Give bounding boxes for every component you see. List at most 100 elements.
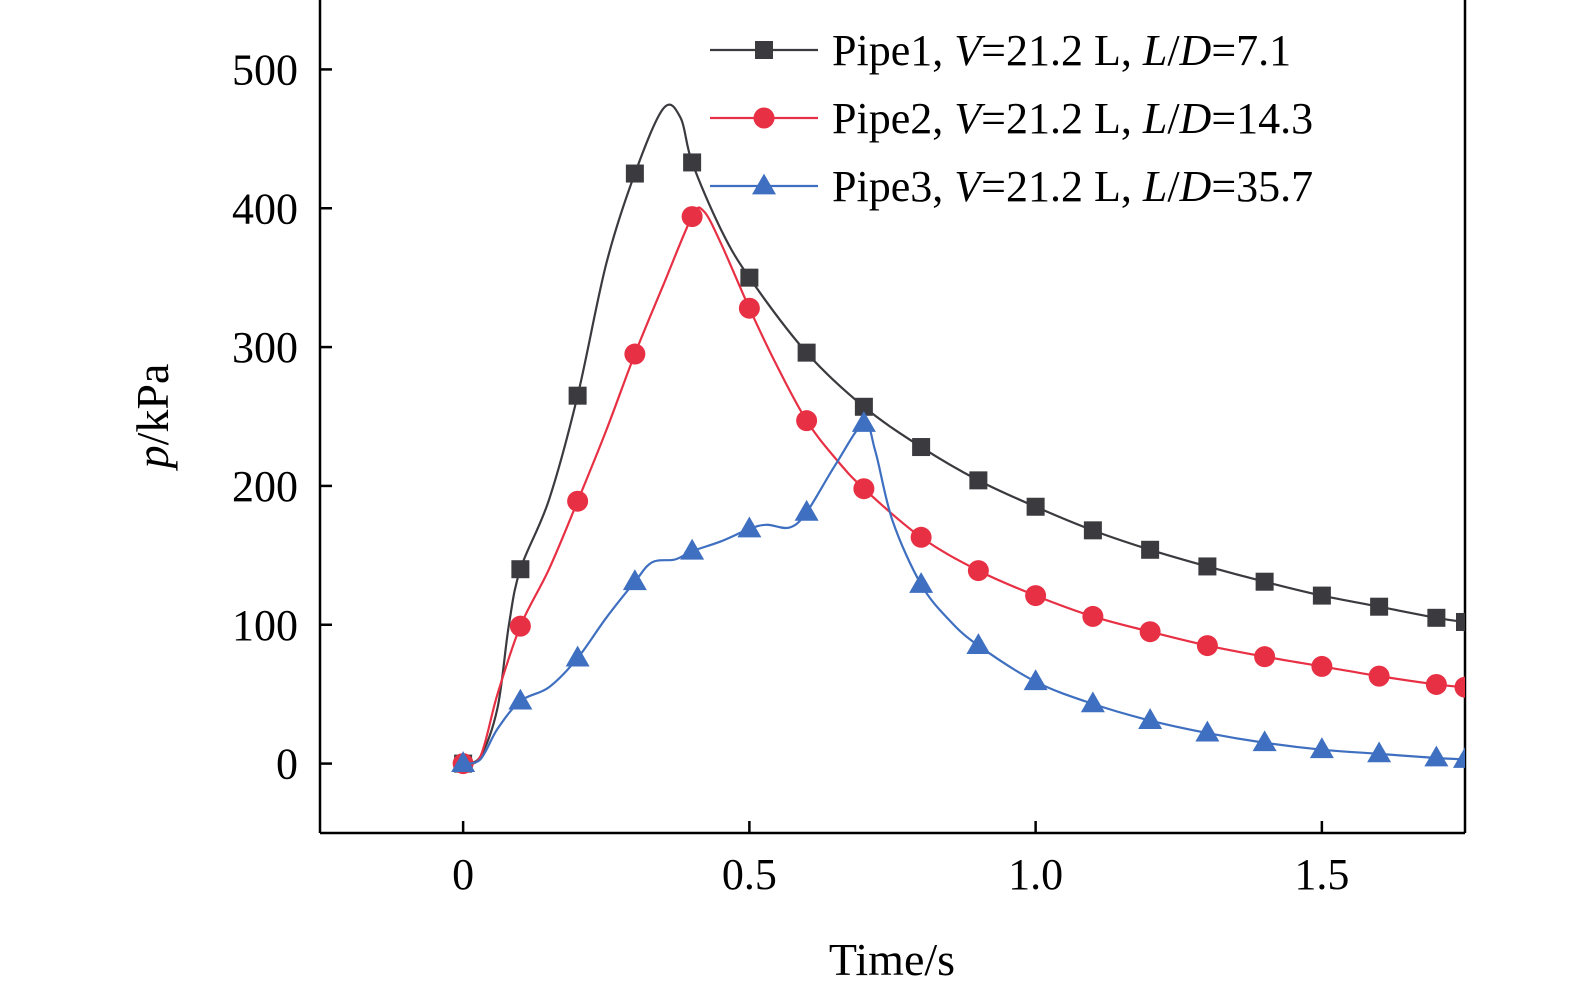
legend-label-part: / [1167, 162, 1180, 211]
data-point-pipe1 [1026, 497, 1045, 516]
data-point-pipe1 [912, 438, 931, 457]
legend-label-part: =7.1 [1211, 26, 1291, 75]
data-point-pipe2 [1311, 655, 1333, 677]
legend-label-part: Pipe2, [832, 94, 954, 143]
legend-label-part: D [1179, 162, 1212, 211]
x-axis-title: Time/s [829, 934, 955, 985]
legend-label-part: =14.3 [1211, 94, 1313, 143]
legend-label: Pipe1, V=21.2 L, L/D=7.1 [832, 26, 1291, 75]
data-point-pipe3 [794, 499, 819, 521]
x-tick-label: 1.5 [1294, 850, 1349, 899]
legend-label-part: L [1142, 26, 1167, 75]
legend-item-pipe1: Pipe1, V=21.2 L, L/D=7.1 [710, 26, 1291, 75]
data-point-pipe1 [854, 397, 873, 416]
data-point-pipe1 [1456, 612, 1465, 631]
legend-marker [753, 107, 775, 129]
series-layer [451, 103, 1465, 775]
x-tick-label: 0 [452, 850, 474, 899]
data-point-pipe1 [740, 268, 759, 287]
legend-item-pipe2: Pipe2, V=21.2 L, L/D=14.3 [710, 94, 1313, 143]
y-tick-label: 500 [232, 45, 298, 94]
legend-label-part: =21.2 L, [981, 94, 1143, 143]
data-point-pipe3 [851, 411, 876, 432]
data-point-pipe1 [969, 471, 988, 490]
y-axis-title-symbol: p [127, 445, 178, 471]
y-tick-label: 300 [232, 323, 298, 372]
data-point-pipe3 [966, 633, 991, 654]
data-point-pipe3 [909, 572, 934, 593]
data-point-pipe2 [681, 206, 703, 228]
data-point-pipe2 [1454, 676, 1465, 698]
y-ticks: 0 100 200 300 400 500 [232, 45, 332, 789]
data-point-pipe2 [1025, 585, 1047, 607]
data-point-pipe3 [622, 569, 647, 591]
data-point-pipe1 [1312, 586, 1331, 605]
legend-label-part: =21.2 L, [981, 162, 1143, 211]
legend-label-part: =35.7 [1211, 162, 1313, 211]
data-point-pipe3 [1080, 691, 1105, 713]
data-point-pipe3 [737, 516, 762, 538]
data-point-pipe3 [1367, 741, 1392, 763]
legend-label-part: L [1142, 94, 1167, 143]
data-point-pipe3 [1309, 737, 1334, 759]
data-point-pipe3 [680, 538, 705, 560]
y-tick-label: 100 [232, 601, 298, 650]
data-point-pipe3 [451, 751, 476, 772]
y-tick-label: 400 [232, 184, 298, 233]
data-point-pipe2 [738, 297, 760, 319]
data-point-pipe1 [1141, 540, 1160, 559]
legend-label: Pipe3, V=21.2 L, L/D=35.7 [832, 162, 1313, 211]
y-axis-title-unit: /kPa [127, 364, 178, 446]
data-point-pipe2 [796, 410, 818, 432]
legend-label-part: =21.2 L, [981, 26, 1143, 75]
data-point-pipe3 [565, 645, 590, 667]
series-pipe1 [454, 103, 1465, 773]
data-point-pipe3 [1453, 747, 1465, 768]
data-point-pipe1 [511, 560, 530, 579]
data-point-pipe3 [508, 688, 533, 710]
legend-label: Pipe2, V=21.2 L, L/D=14.3 [832, 94, 1313, 143]
legend-item-pipe3: Pipe3, V=21.2 L, L/D=35.7 [710, 162, 1313, 211]
series-pipe2 [452, 206, 1465, 775]
legend-label-part: D [1179, 94, 1212, 143]
data-point-pipe1 [797, 343, 816, 362]
data-point-pipe1 [1255, 572, 1274, 591]
legend-label-part: V [954, 26, 986, 75]
data-point-pipe1 [1198, 557, 1217, 576]
data-point-pipe1 [568, 386, 587, 405]
data-point-pipe2 [1254, 646, 1276, 668]
data-point-pipe3 [1252, 730, 1277, 752]
y-tick-label: 0 [276, 740, 298, 789]
data-point-pipe2 [1139, 621, 1161, 643]
series-line-pipe2 [462, 206, 1465, 766]
data-point-pipe2 [509, 615, 531, 637]
legend-label-part: D [1179, 26, 1212, 75]
legend-label-part: / [1167, 26, 1180, 75]
y-axis-title: p/kPa [127, 364, 178, 472]
data-point-pipe2 [1425, 673, 1447, 695]
legend-label-part: L [1142, 162, 1167, 211]
legend-marker [752, 173, 776, 195]
legend-label-part: Pipe3, [832, 162, 954, 211]
data-point-pipe3 [1023, 669, 1048, 691]
data-point-pipe1 [1427, 608, 1446, 627]
x-ticks: 0 0.5 1.0 1.5 [452, 821, 1349, 899]
data-point-pipe2 [910, 526, 932, 548]
data-point-pipe2 [853, 478, 875, 500]
data-point-pipe1 [625, 164, 644, 183]
data-point-pipe2 [1368, 665, 1390, 687]
data-point-pipe2 [1082, 605, 1104, 627]
series-line-pipe1 [462, 103, 1465, 765]
y-tick-label: 200 [232, 462, 298, 511]
x-tick-label: 0.5 [722, 850, 777, 899]
legend-label-part: Pipe1, [832, 26, 954, 75]
data-point-pipe1 [683, 153, 702, 172]
data-point-pipe3 [1195, 720, 1220, 742]
data-point-pipe2 [967, 560, 989, 582]
data-point-pipe2 [624, 343, 646, 365]
x-tick-label: 1.0 [1008, 850, 1063, 899]
data-point-pipe3 [1424, 745, 1449, 767]
series-pipe3 [451, 411, 1465, 772]
